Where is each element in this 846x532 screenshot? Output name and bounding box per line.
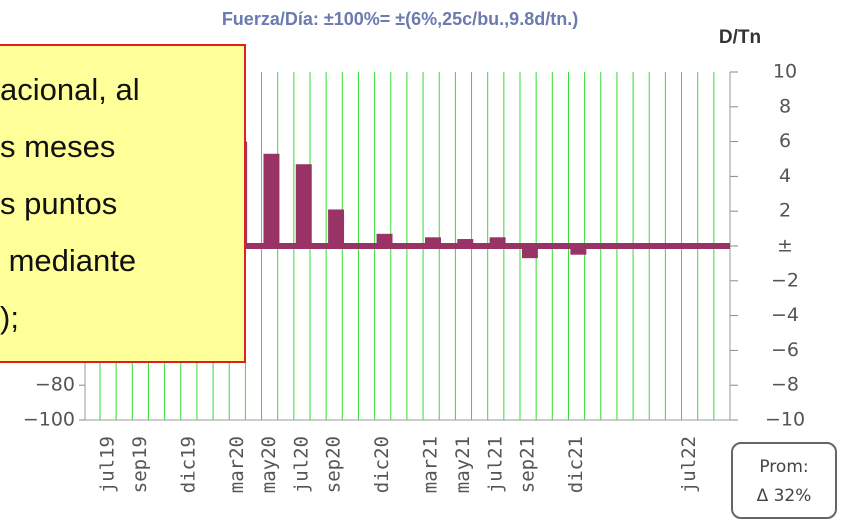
- chart-title: Fuerza/Día: ±100%= ±(6%,25c/bu.,9.8d/tn.…: [222, 9, 578, 29]
- x-tick-label: jul19: [97, 436, 119, 493]
- x-tick-label: jul21: [484, 436, 506, 493]
- average-title: Prom:: [759, 457, 808, 477]
- y2-tick-label: 4: [779, 165, 791, 187]
- y2-tick-label: 2: [779, 200, 791, 222]
- y2-tick-label: −4: [771, 304, 799, 326]
- x-tick-label: sep20: [323, 436, 345, 493]
- y2-tick-label: 8: [779, 95, 791, 117]
- x-tick-label: mar20: [226, 436, 248, 493]
- x-tick-label: sep19: [129, 436, 151, 493]
- y2-tick-label: ±: [777, 235, 793, 257]
- y2-tick-label: −6: [771, 339, 799, 361]
- bar: [521, 246, 538, 259]
- y2-tick-label: −2: [771, 269, 799, 291]
- overlay: acional, al s meses s puntos mediante);: [0, 44, 246, 363]
- x-tick-label: may21: [452, 436, 474, 493]
- bar: [263, 153, 280, 246]
- y2-axis-label: D/Tn: [719, 27, 761, 48]
- x-tick-label: jul22: [678, 436, 700, 493]
- overlay-text: acional, al: [0, 72, 140, 107]
- bar: [376, 233, 393, 246]
- average-value: Δ 32%: [757, 486, 812, 506]
- x-tick-label: may20: [258, 436, 280, 493]
- x-tick-label: dic19: [177, 436, 199, 493]
- x-tick-label: mar21: [420, 436, 442, 493]
- y-tick-label: −80: [35, 374, 75, 396]
- bar: [328, 209, 345, 246]
- overlay-text: mediante: [0, 243, 136, 278]
- overlay-text: s meses: [0, 129, 115, 164]
- zero-band: [235, 243, 730, 249]
- x-tick-label: jul20: [290, 436, 312, 493]
- plot: 10 8 6 4 2 ± −2 −4 −6 −8 −10 −80 −100 jul19 sep19 dic19…: [23, 61, 805, 494]
- bar: [295, 164, 312, 246]
- bar: [570, 246, 587, 255]
- bar: [425, 237, 441, 246]
- y2-tick-label: 10: [773, 61, 797, 83]
- y-tick-label: −100: [23, 409, 75, 431]
- overlay-text: );: [0, 300, 19, 335]
- overlay-box: [0, 44, 246, 363]
- average-box: [731, 442, 837, 519]
- y2-tick-label: −10: [765, 409, 805, 431]
- x-tick-label: dic21: [565, 436, 587, 493]
- x-tick-label: sep21: [517, 436, 539, 493]
- x-tick-label: dic20: [371, 436, 393, 493]
- overlay-text: s puntos: [0, 186, 117, 221]
- y2-tick-label: 6: [779, 130, 791, 152]
- y2-tick-label: −8: [771, 374, 799, 396]
- bar: [457, 239, 474, 246]
- bar: [489, 237, 506, 246]
